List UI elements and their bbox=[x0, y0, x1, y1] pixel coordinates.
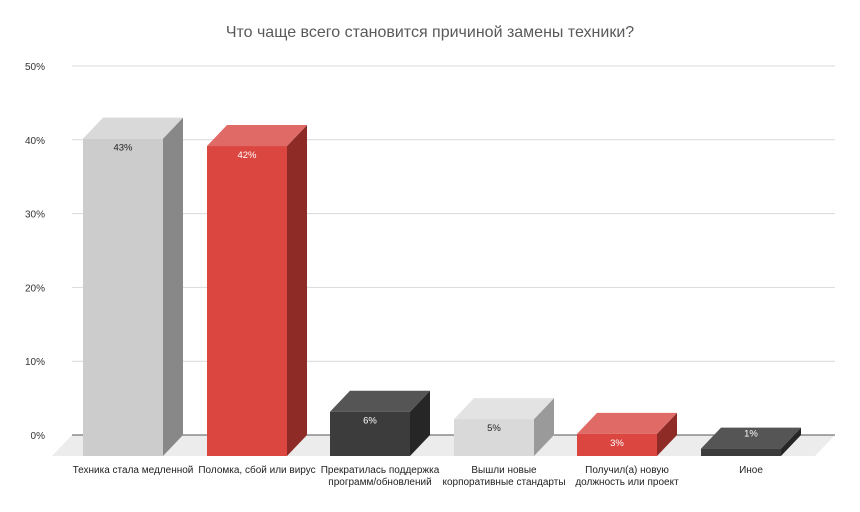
x-axis-label: Иное bbox=[739, 465, 763, 476]
y-axis-label: 50% bbox=[25, 62, 45, 73]
bar-front bbox=[330, 411, 410, 456]
y-axis-label: 40% bbox=[25, 136, 45, 147]
bar-front bbox=[207, 146, 287, 457]
x-axis-label: Получил(а) новую bbox=[585, 465, 669, 476]
y-axis-label: 0% bbox=[31, 431, 46, 442]
bar-side bbox=[781, 427, 801, 456]
x-axis-label: корпоративные стандарты bbox=[442, 477, 565, 488]
x-axis-label: Техника стала медленной bbox=[73, 465, 194, 476]
bar-front bbox=[83, 138, 163, 456]
bar-side bbox=[287, 125, 307, 456]
bar-side bbox=[534, 398, 554, 456]
bar-top bbox=[83, 117, 183, 139]
value-label: 1% bbox=[744, 429, 758, 440]
bar: 1% bbox=[701, 427, 801, 456]
y-axis-label: 10% bbox=[25, 357, 45, 368]
bar: 3% bbox=[577, 412, 677, 456]
value-label: 6% bbox=[363, 416, 377, 427]
bar-front bbox=[454, 419, 534, 456]
y-axis-label: 20% bbox=[25, 283, 45, 294]
chart-title: Что чаще всего становится причиной замен… bbox=[225, 24, 635, 41]
x-axis-label: программ/обновлений bbox=[328, 476, 431, 488]
bar-top bbox=[701, 427, 801, 449]
bar-top bbox=[577, 412, 677, 434]
bar-top bbox=[207, 125, 307, 147]
bar: 5% bbox=[454, 398, 554, 456]
bar: 43% bbox=[83, 117, 183, 456]
bar-front bbox=[701, 448, 781, 456]
bar-top bbox=[454, 398, 554, 420]
x-axis-label: Поломка, сбой или вирус bbox=[198, 464, 315, 476]
x-axis-label: должность или проект bbox=[575, 477, 679, 488]
bar-side bbox=[410, 390, 430, 456]
bar: 42% bbox=[207, 125, 307, 457]
value-label: 42% bbox=[237, 150, 257, 161]
value-label: 3% bbox=[610, 438, 624, 449]
bar-side bbox=[163, 117, 183, 456]
bar: 6% bbox=[330, 390, 430, 456]
value-label: 43% bbox=[113, 143, 133, 154]
x-axis-label: Вышли новые bbox=[471, 465, 537, 476]
bar-front bbox=[577, 433, 657, 456]
x-axis-label: Прекратилась поддержка bbox=[321, 465, 440, 476]
bar-side bbox=[657, 412, 677, 456]
bar-top bbox=[330, 390, 430, 412]
y-axis-label: 30% bbox=[25, 210, 45, 221]
value-label: 5% bbox=[487, 423, 501, 434]
